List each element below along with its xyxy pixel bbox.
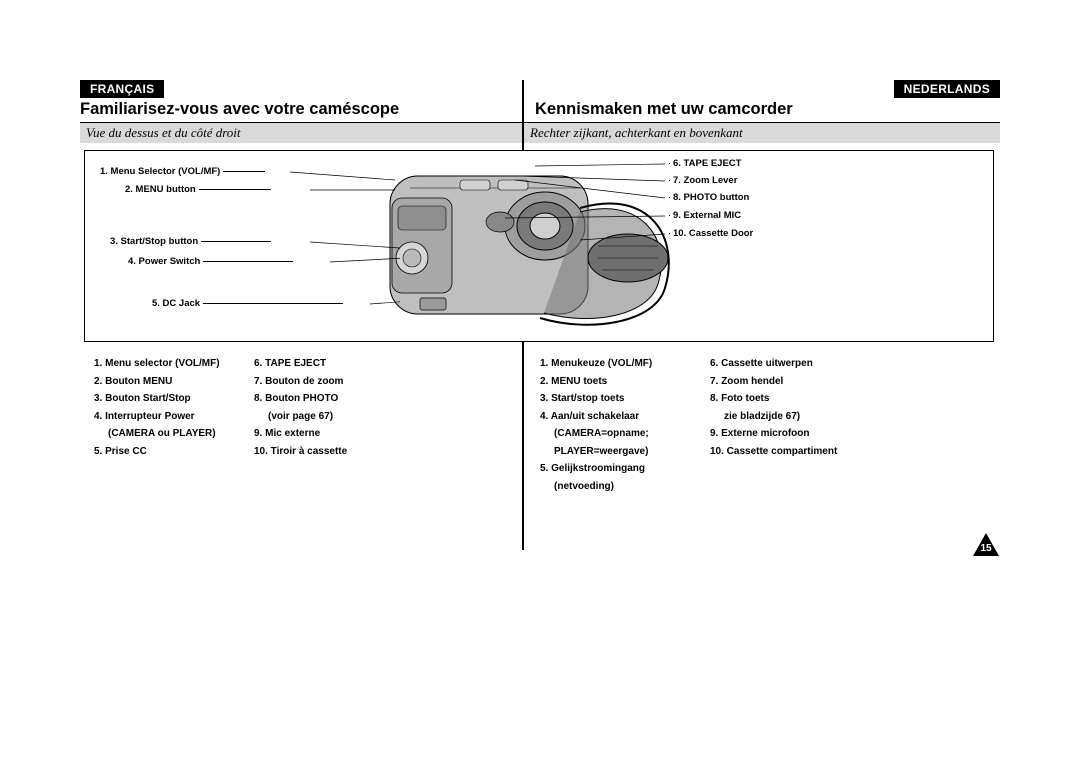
fr-item-9: 9. Mic externe — [254, 426, 394, 442]
diag-label-5: 5. DC Jack — [152, 298, 346, 309]
fr-item-6: 6. TAPE EJECT — [254, 356, 394, 372]
fr-item-4: 4. Interrupteur Power — [94, 409, 244, 425]
nl-item-4: 4. Aan/uit schakelaar — [540, 409, 700, 425]
fr-item-1: 1. Menu selector (VOL/MF) — [94, 356, 244, 372]
diag-text-9: 9. External MIC — [673, 210, 741, 221]
diag-label-7: 7. Zoom Lever — [666, 175, 737, 186]
title-nl: Kennismaken met uw camcorder — [535, 100, 995, 119]
fr-item-5: 5. Prise CC — [94, 444, 244, 460]
nl-list-col1: 1. Menukeuze (VOL/MF) 2. MENU toets 3. S… — [540, 356, 700, 496]
diag-label-10: 10. Cassette Door — [666, 228, 753, 239]
nl-item-5: 5. Gelijkstroomingang — [540, 461, 700, 477]
nl-item-2: 2. MENU toets — [540, 374, 700, 390]
diag-text-6: 6. TAPE EJECT — [673, 158, 741, 169]
fr-list-col2: 6. TAPE EJECT 7. Bouton de zoom 8. Bouto… — [254, 356, 394, 461]
subtitle-nl: Rechter zijkant, achterkant en bovenkant — [524, 123, 1000, 143]
diag-label-6: 6. TAPE EJECT — [666, 158, 741, 169]
nl-item-8: 8. Foto toets — [710, 391, 880, 407]
fr-item-3: 3. Bouton Start/Stop — [94, 391, 244, 407]
title-fr: Familiarisez-vous avec votre caméscope — [80, 100, 520, 119]
fr-item-2: 2. Bouton MENU — [94, 374, 244, 390]
diag-text-7: 7. Zoom Lever — [673, 175, 737, 186]
nl-item-10: 10. Cassette compartiment — [710, 444, 880, 460]
nl-list-col2: 6. Cassette uitwerpen 7. Zoom hendel 8. … — [710, 356, 880, 461]
fr-list-col1: 1. Menu selector (VOL/MF) 2. Bouton MENU… — [94, 356, 244, 461]
page-number-marker: 15 — [972, 532, 1000, 558]
fr-item-8: 8. Bouton PHOTO — [254, 391, 394, 407]
nl-item-1: 1. Menukeuze (VOL/MF) — [540, 356, 700, 372]
diag-text-10: 10. Cassette Door — [673, 228, 753, 239]
nl-item-8b: zie bladzijde 67) — [710, 409, 880, 425]
lang-badge-fr: FRANÇAIS — [80, 80, 164, 98]
diag-label-4: 4. Power Switch — [128, 256, 296, 267]
nl-item-5b: (netvoeding) — [540, 479, 700, 495]
diag-text-3: 3. Start/Stop button — [110, 236, 198, 247]
diag-text-4: 4. Power Switch — [128, 256, 200, 267]
lang-badge-nl: NEDERLANDS — [894, 80, 1000, 98]
diag-label-8: 8. PHOTO button — [666, 192, 749, 203]
nl-item-3: 3. Start/stop toets — [540, 391, 700, 407]
manual-page: FRANÇAIS NEDERLANDS Familiarisez-vous av… — [80, 80, 1000, 720]
nl-item-4b: (CAMERA=opname; — [540, 426, 700, 442]
nl-item-6: 6. Cassette uitwerpen — [710, 356, 880, 372]
diag-text-8: 8. PHOTO button — [673, 192, 749, 203]
diag-label-2: 2. MENU button — [125, 184, 274, 195]
nl-item-7: 7. Zoom hendel — [710, 374, 880, 390]
diag-label-1: 1. Menu Selector (VOL/MF) — [100, 166, 268, 177]
fr-item-8b: (voir page 67) — [254, 409, 394, 425]
page-number-text: 15 — [980, 543, 992, 554]
camcorder-illustration — [380, 158, 698, 336]
diag-text-1: 1. Menu Selector (VOL/MF) — [100, 166, 220, 177]
diag-text-5: 5. DC Jack — [152, 298, 200, 309]
fr-item-10: 10. Tiroir à cassette — [254, 444, 394, 460]
fr-item-4b: (CAMERA ou PLAYER) — [94, 426, 244, 442]
diag-text-2: 2. MENU button — [125, 184, 196, 195]
nl-item-4c: PLAYER=weergave) — [540, 444, 700, 460]
nl-item-9: 9. Externe microfoon — [710, 426, 880, 442]
diag-label-9: 9. External MIC — [666, 210, 741, 221]
diag-label-3: 3. Start/Stop button — [110, 236, 274, 247]
subtitle-fr: Vue du dessus et du côté droit — [80, 123, 522, 143]
fr-item-7: 7. Bouton de zoom — [254, 374, 394, 390]
